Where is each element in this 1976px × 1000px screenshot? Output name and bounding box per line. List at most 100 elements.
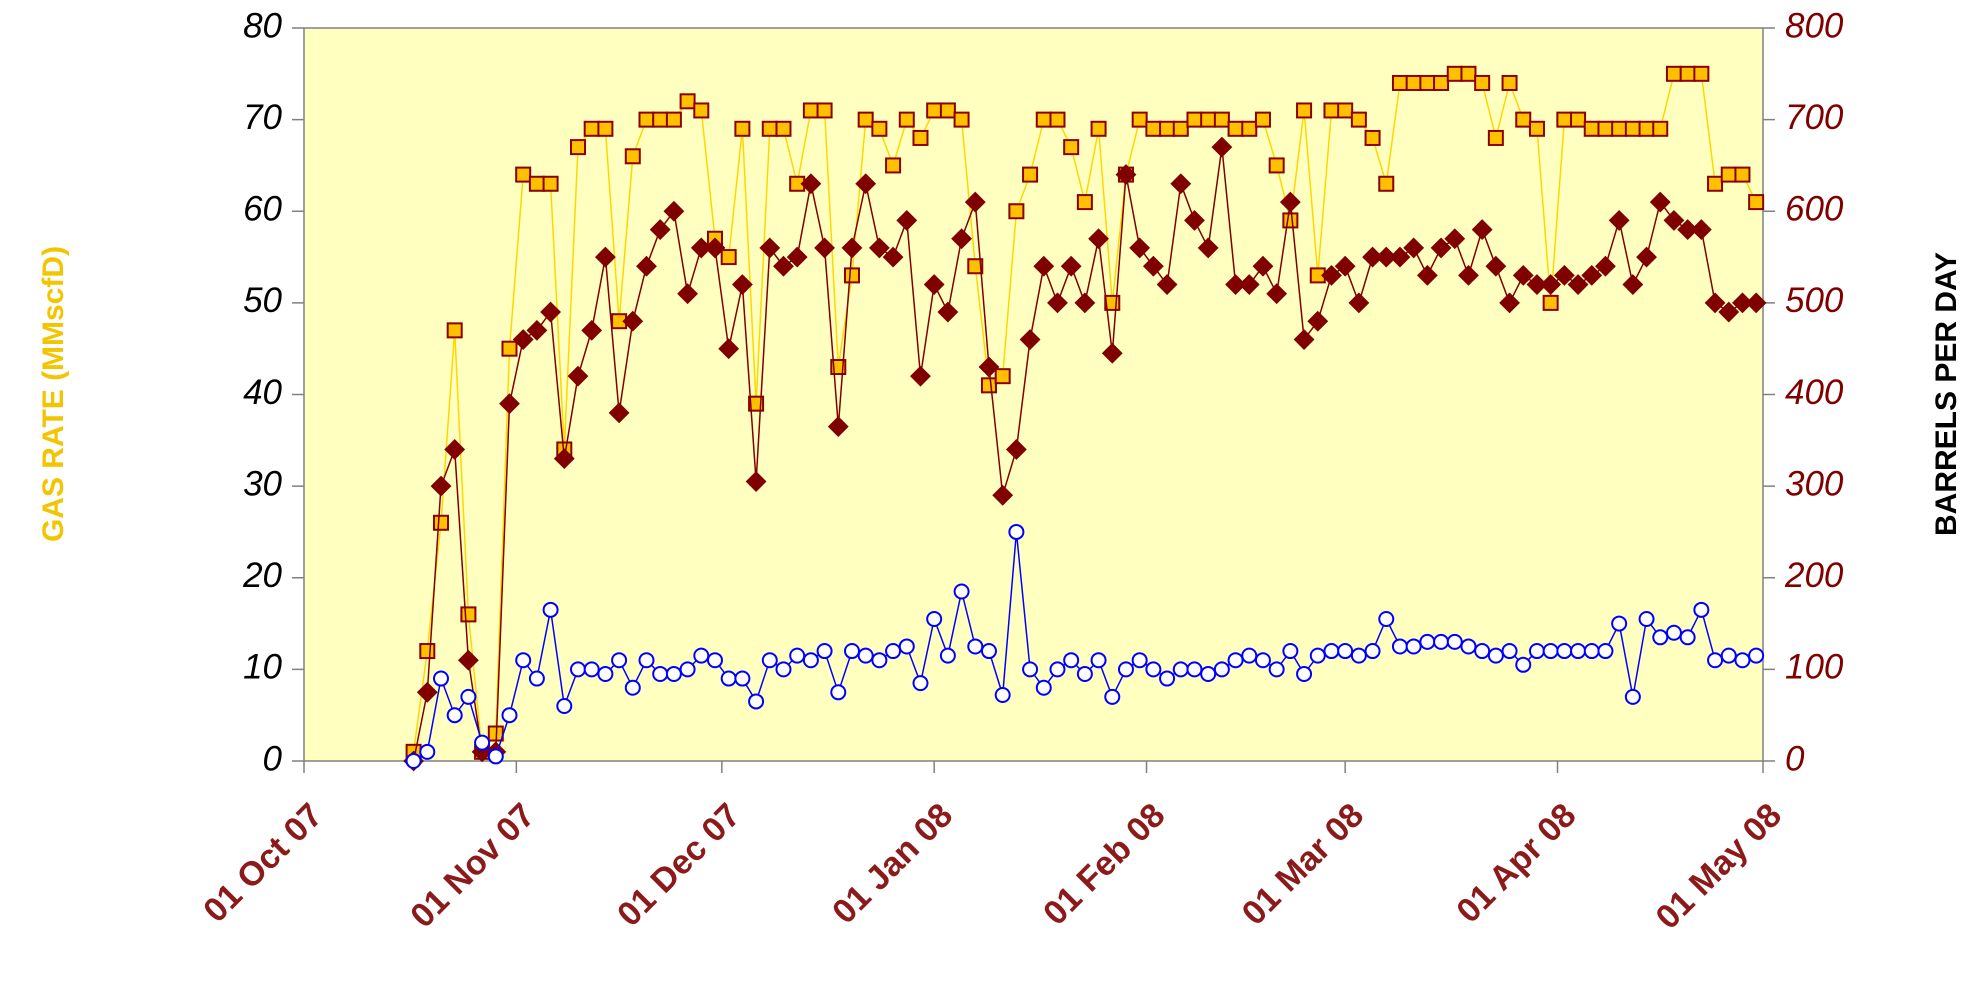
marker <box>775 120 792 137</box>
marker <box>1200 111 1217 128</box>
marker <box>597 665 614 682</box>
marker <box>419 643 436 660</box>
marker <box>1690 219 1712 240</box>
marker <box>1266 283 1288 305</box>
marker <box>1622 274 1644 295</box>
marker <box>1611 120 1628 137</box>
marker <box>706 652 723 669</box>
marker <box>967 258 984 275</box>
marker <box>1553 264 1575 286</box>
marker <box>1282 643 1299 660</box>
marker <box>1378 610 1395 627</box>
marker <box>871 652 888 669</box>
marker <box>1608 209 1630 231</box>
marker <box>1186 111 1203 128</box>
marker <box>1528 120 1545 137</box>
marker <box>1172 120 1189 137</box>
marker <box>1019 329 1041 350</box>
marker <box>761 120 778 137</box>
marker <box>1213 661 1230 678</box>
marker <box>1597 120 1614 137</box>
marker <box>1238 274 1260 295</box>
marker <box>912 129 929 146</box>
marker <box>1460 638 1477 655</box>
marker <box>1060 255 1082 277</box>
marker <box>1542 643 1559 660</box>
marker <box>1718 301 1740 323</box>
marker <box>1063 139 1080 156</box>
marker <box>1088 228 1109 250</box>
marker <box>1734 166 1751 183</box>
marker <box>416 681 438 703</box>
marker <box>1008 523 1025 540</box>
marker <box>926 102 943 119</box>
marker <box>1129 237 1151 259</box>
y2-tick-label: 500 <box>1785 281 1844 320</box>
marker <box>1444 228 1466 250</box>
marker <box>1748 647 1765 664</box>
marker <box>1090 652 1107 669</box>
marker <box>1076 665 1093 682</box>
marker <box>1022 661 1039 678</box>
marker <box>748 693 765 710</box>
marker <box>1035 111 1052 128</box>
marker <box>1321 264 1342 286</box>
marker <box>1309 647 1326 664</box>
marker <box>542 175 559 192</box>
marker <box>1419 74 1436 91</box>
marker <box>1334 255 1356 277</box>
marker <box>1665 624 1682 641</box>
marker <box>898 638 915 655</box>
marker <box>1748 194 1765 211</box>
marker <box>978 356 1000 378</box>
marker <box>939 102 956 119</box>
marker <box>1430 237 1452 259</box>
marker <box>1337 643 1354 660</box>
marker <box>1076 194 1093 211</box>
marker <box>487 748 504 765</box>
y-axis-title: GAS RATE (MMscfD) <box>37 246 70 542</box>
marker <box>1638 610 1655 627</box>
marker <box>857 647 874 664</box>
marker <box>1005 439 1027 460</box>
marker <box>734 670 751 687</box>
marker <box>1296 102 1313 119</box>
marker <box>953 583 970 600</box>
marker <box>430 475 452 497</box>
marker <box>405 753 422 769</box>
marker <box>1049 111 1066 128</box>
plot-area <box>303 27 1764 762</box>
marker <box>789 647 806 664</box>
marker <box>992 484 1014 506</box>
marker <box>1487 647 1504 664</box>
x-tick-label: 01 Apr 08 <box>1449 796 1583 930</box>
marker <box>1241 120 1258 137</box>
marker <box>569 139 586 156</box>
y2-tick-label: 300 <box>1785 464 1844 503</box>
marker <box>460 606 477 623</box>
marker <box>1364 643 1381 660</box>
marker <box>1403 237 1425 259</box>
marker <box>871 120 888 137</box>
marker <box>1624 120 1641 137</box>
marker <box>1636 246 1657 268</box>
marker <box>542 601 559 618</box>
marker <box>526 319 548 341</box>
marker <box>814 237 835 259</box>
marker <box>843 267 860 284</box>
marker <box>1405 74 1422 91</box>
marker <box>1556 643 1573 660</box>
marker <box>843 643 860 660</box>
marker <box>1364 129 1381 146</box>
marker <box>1115 164 1137 186</box>
marker <box>1227 652 1244 669</box>
marker <box>1704 292 1726 314</box>
marker <box>679 661 696 678</box>
marker <box>499 393 520 415</box>
marker <box>1652 120 1669 137</box>
marker <box>1268 661 1285 678</box>
y2-tick-label: 700 <box>1785 98 1844 137</box>
marker <box>690 237 712 259</box>
marker <box>994 368 1011 385</box>
